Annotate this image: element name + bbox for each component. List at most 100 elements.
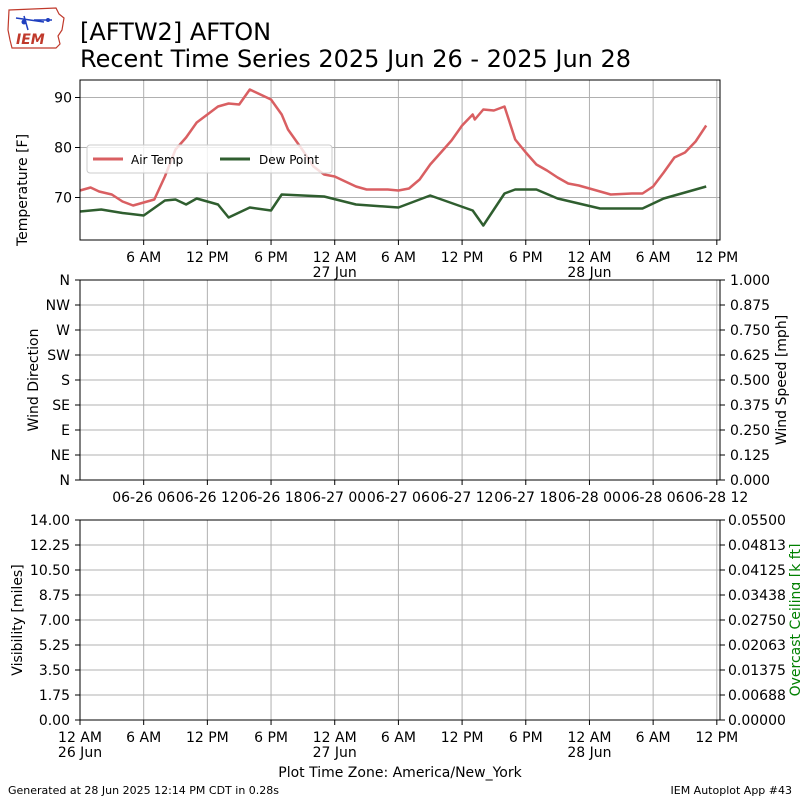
wind-time-tick-label: 06-28 00 <box>558 490 621 506</box>
chart-subtitle: Recent Time Series 2025 Jun 26 - 2025 Ju… <box>80 45 631 73</box>
time-tick-label: 12 PM <box>695 250 738 266</box>
wind-time-tick-label: 06-26 06 <box>112 490 175 506</box>
temperature-panel-series <box>79 88 708 227</box>
station-dot <box>46 18 50 22</box>
ceiling-tick-label: 0.00688 <box>728 688 786 704</box>
legend-box <box>86 144 333 174</box>
visibility-panel-grid <box>79 519 720 721</box>
time-tick-label: 6 AM <box>381 730 416 746</box>
visibility-axis-label: Visibility [miles] <box>10 564 26 675</box>
temperature-panel-frame <box>79 79 721 241</box>
visibility-tick-label: 12.25 <box>30 538 70 554</box>
date-tick-label: 27 Jun <box>313 265 357 281</box>
wind-time-tick-label: 06-26 12 <box>176 490 239 506</box>
air-temp-line <box>79 88 708 207</box>
ceiling-tick-label: 0.02750 <box>728 613 786 629</box>
time-tick-label: 6 PM <box>254 730 288 746</box>
wind-direction-tick-label: W <box>56 323 70 339</box>
time-tick-label: 6 AM <box>381 250 416 266</box>
station-dot <box>21 19 27 25</box>
time-tick-label: 6 AM <box>126 730 161 746</box>
date-tick-label: 26 Jun <box>58 745 102 761</box>
wind-speed-tick-label: 0.500 <box>730 373 770 389</box>
date-tick-label: 28 Jun <box>567 745 611 761</box>
temperature-y-axis: 70 80 90 <box>54 91 80 207</box>
wind-direction-axis: N NE E SE S SW W NW N <box>46 273 80 489</box>
visibility-tick-label: 8.75 <box>39 588 70 604</box>
wind-speed-tick-label: 1.000 <box>730 273 770 289</box>
legend: Air Temp Dew Point <box>86 144 333 174</box>
wind-time-tick-label: 06-27 12 <box>431 490 494 506</box>
wind-speed-axis: 0.000 0.125 0.250 0.375 0.500 0.625 0.750 0.875… <box>720 273 770 489</box>
temperature-axis-label: Temperature [F] <box>15 134 31 247</box>
ceiling-tick-label: 0.00000 <box>728 713 786 729</box>
wind-time-tick-label: 06-26 18 <box>240 490 303 506</box>
wind-speed-tick-label: 0.375 <box>730 398 770 414</box>
wind-direction-tick-label: NE <box>51 448 70 464</box>
time-tick-label: 12 PM <box>441 250 484 266</box>
app-note: IEM Autoplot App #43 <box>671 784 793 797</box>
wind-time-tick-label: 06-28 06 <box>622 490 685 506</box>
time-tick-label: 6 PM <box>509 730 543 746</box>
wind-direction-tick-label: NW <box>46 298 70 314</box>
time-tick-label: 12 AM <box>567 250 611 266</box>
ceiling-tick-label: 0.03438 <box>728 588 786 604</box>
x-axis-label: Plot Time Zone: America/New_York <box>278 765 522 781</box>
wind-time-tick-label: 06-27 06 <box>367 490 430 506</box>
legend-label-dew-point: Dew Point <box>259 153 319 167</box>
ceiling-axis-label: Overcast Ceiling [k ft] <box>788 544 800 697</box>
ceiling-tick-label: 0.01375 <box>728 663 786 679</box>
time-tick-label: 6 AM <box>636 250 671 266</box>
wind-panel-grid <box>80 279 720 481</box>
visibility-tick-label: 14.00 <box>30 513 70 529</box>
time-tick-label: 12 AM <box>567 730 611 746</box>
ceiling-axis: 0.00000 0.00688 0.01375 0.02063 0.02750 0.034… <box>720 513 786 729</box>
wind-direction-axis-label: Wind Direction <box>26 329 42 432</box>
time-tick-label: 6 PM <box>509 250 543 266</box>
wind-speed-tick-label: 0.750 <box>730 323 770 339</box>
time-tick-label: 12 PM <box>695 730 738 746</box>
wind-speed-axis-label: Wind Speed [mph] <box>774 315 790 445</box>
visibility-tick-label: 3.50 <box>39 663 70 679</box>
iowa-outline-icon <box>7 7 65 49</box>
wind-direction-tick-label: SE <box>52 398 70 414</box>
ceiling-tick-label: 0.04125 <box>728 563 786 579</box>
wind-time-tick-label: 06-28 12 <box>685 490 748 506</box>
time-tick-label: 12 PM <box>441 730 484 746</box>
visibility-tick-label: 10.50 <box>30 563 70 579</box>
date-tick-label: 27 Jun <box>313 745 357 761</box>
visibility-tick-label: 7.00 <box>39 613 70 629</box>
wind-direction-tick-label: S <box>61 373 70 389</box>
iem-logo: IEM <box>7 7 65 49</box>
visibility-tick-label: 1.75 <box>39 688 70 704</box>
temperature-tick-label: 90 <box>54 91 72 107</box>
ceiling-tick-label: 0.04813 <box>728 538 786 554</box>
wind-x-axis: 06-26 06 06-26 12 06-26 18 06-27 00 06-27 06… <box>112 480 748 506</box>
ceiling-tick-label: 0.02063 <box>728 638 786 654</box>
wind-direction-tick-label: N <box>60 473 70 489</box>
visibility-tick-label: 0.00 <box>39 713 70 729</box>
wind-speed-tick-label: 0.625 <box>730 348 770 364</box>
wind-direction-tick-label: E <box>61 423 70 439</box>
temperature-tick-label: 70 <box>54 191 72 207</box>
time-tick-label: 12 PM <box>186 250 229 266</box>
wind-speed-tick-label: 0.000 <box>730 473 770 489</box>
wind-direction-tick-label: SW <box>47 348 70 364</box>
dew-point-line <box>79 185 707 227</box>
wind-speed-tick-label: 0.250 <box>730 423 770 439</box>
time-tick-label: 6 AM <box>126 250 161 266</box>
chart-title: [AFTW2] AFTON <box>80 18 271 46</box>
wind-speed-tick-label: 0.875 <box>730 298 770 314</box>
time-tick-label: 6 AM <box>636 730 671 746</box>
time-tick-label: 12 PM <box>186 730 229 746</box>
time-tick-label: 12 AM <box>313 730 357 746</box>
visibility-tick-label: 5.25 <box>39 638 70 654</box>
wind-time-tick-label: 06-27 00 <box>303 490 366 506</box>
wind-speed-tick-label: 0.125 <box>730 448 770 464</box>
temperature-tick-label: 80 <box>54 141 72 157</box>
wind-direction-tick-label: N <box>60 273 70 289</box>
